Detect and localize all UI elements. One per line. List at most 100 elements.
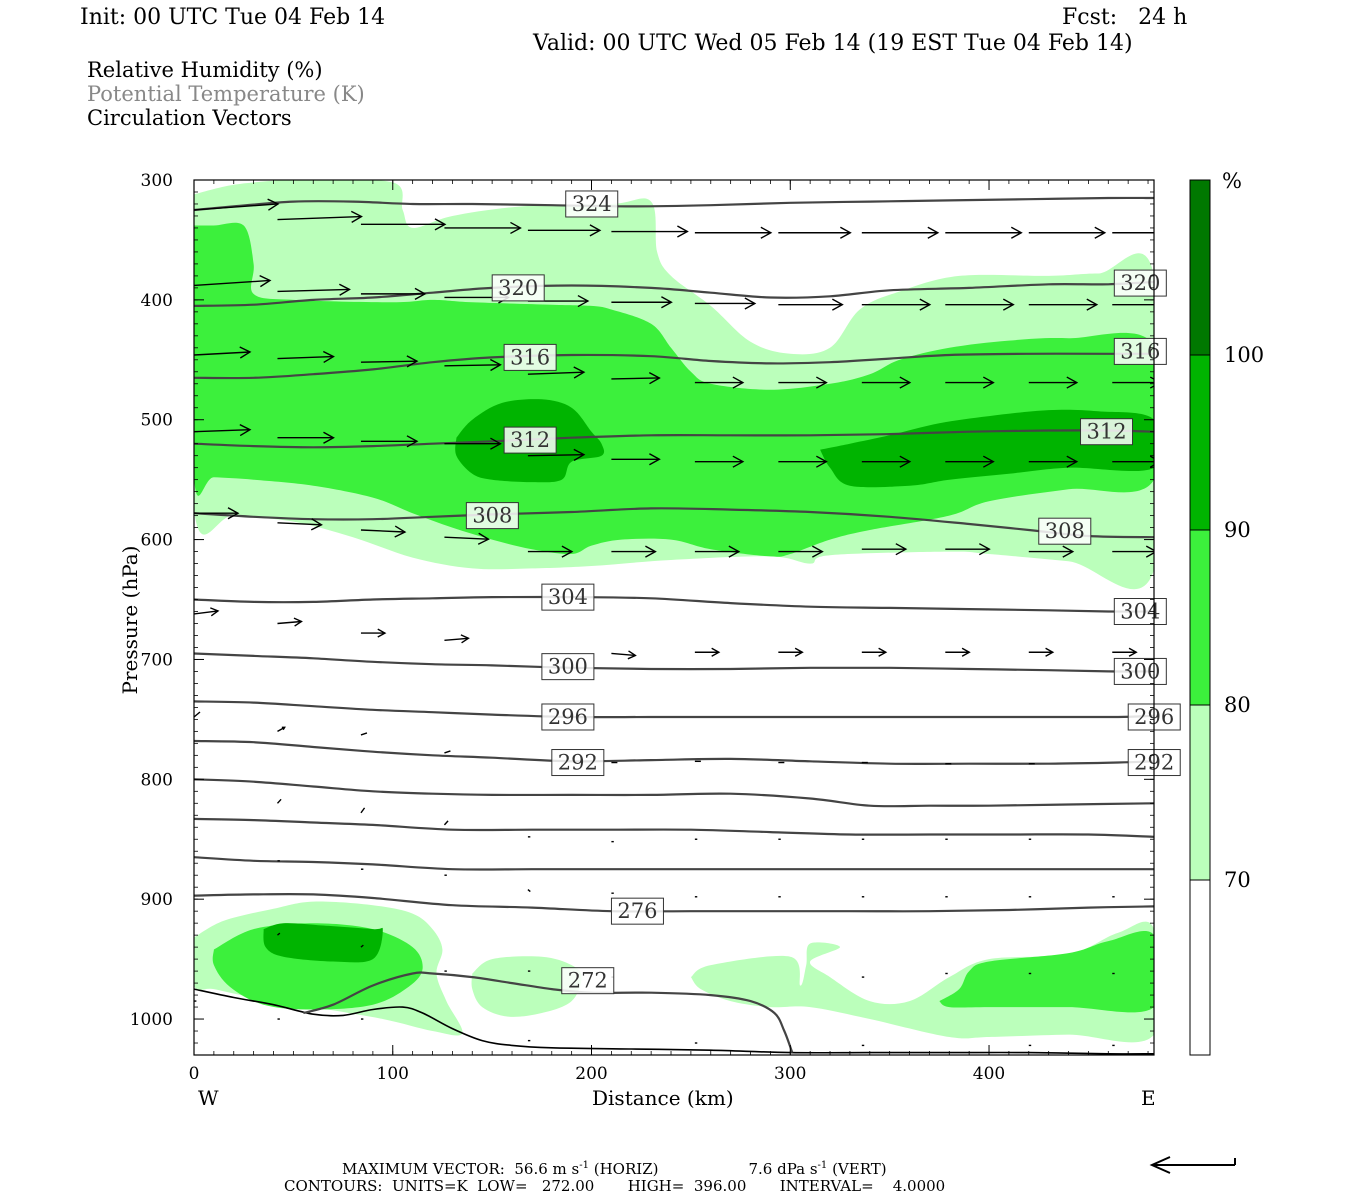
vector-head [648,372,661,385]
contour-label-text: 312 [1086,420,1126,444]
max-vector-horiz: MAXIMUM VECTOR: 56.6 m s [342,1160,580,1178]
contour-label-text: 292 [558,751,598,775]
circulation-vector [194,711,201,718]
contour-label-316-0: 316 [503,343,557,371]
circulation-vector [527,448,586,461]
circulation-vector [444,221,522,235]
colorbar-band [1189,879,1211,1056]
circulation-vector [277,617,303,627]
vector-head [322,350,335,364]
rh-region-70-80 [690,921,1154,1043]
circulation-vector [778,226,852,239]
vector-head [978,543,991,556]
vector-head [1066,455,1079,468]
circulation-vector [694,226,773,239]
colorbar-label: 90 [1224,518,1251,542]
legend-theta: Potential Temperature (K) [87,82,365,106]
circulation-vector [277,932,281,936]
theta-contour-284 [194,817,1154,838]
contour-label-box [503,343,557,371]
contour-label-304-0: 304 [541,583,595,611]
theta-contour-288 [194,778,1154,808]
vector-head [1002,298,1015,311]
vector-shaft [277,620,302,625]
vector-head [510,221,522,235]
x-end-west: W [198,1086,219,1110]
vector-head [293,617,303,627]
contour-label-text: 312 [510,428,550,452]
contour-label-text: 304 [548,585,588,609]
y-tick-label: 700 [141,650,173,670]
legend-vectors: Circulation Vectors [87,106,292,130]
vector-head [982,455,995,468]
forecast-hour: Fcst: 24 h [1062,5,1188,30]
circulation-vector [694,455,745,468]
vector-head [210,607,220,617]
vector-head [1178,227,1188,238]
y-tick-label: 1000 [130,1010,173,1030]
vector-head [816,455,828,468]
circulation-vector [861,543,908,556]
legend-rh: Relative Humidity (%) [87,58,323,82]
vector-head [1128,647,1138,657]
circulation-vector [527,224,602,237]
theta-contour-296 [194,700,1154,719]
contour-label-272-0: 272 [561,967,615,995]
vector-head [1086,298,1099,311]
vector-head [310,518,323,531]
vector-head [1045,647,1055,657]
circulation-vector [277,518,323,531]
vector-head [339,283,351,296]
vector-head [982,376,995,389]
contour-label-296-0: 296 [541,703,595,731]
vector-shaft [527,889,531,893]
max-vector-vert-tag: (VERT) [827,1160,887,1178]
circulation-vector [778,376,828,389]
max-vector-vert-exp: -1 [817,1160,828,1171]
vector-head [794,647,804,657]
vector-head [1066,376,1079,389]
circulation-vector [945,543,991,556]
circulation-vector [778,298,844,311]
rh-region-90-100 [820,409,1154,488]
contour-label-box [503,426,557,454]
vector-head [577,294,590,308]
contour-label-box [1113,269,1167,297]
circulation-vector [444,750,451,754]
circulation-vector [194,607,220,617]
vector-head [573,448,586,461]
circulation-vector [611,453,661,466]
circulation-vector [360,944,364,948]
vector-head [227,507,240,520]
vector-head [414,287,427,300]
circulation-vector [444,437,502,450]
colorbar-label: 100 [1224,343,1264,367]
vector-head [406,355,419,368]
x-tick-label: 300 [774,1064,806,1084]
circulation-vector [194,198,280,211]
vector-shaft [277,288,350,293]
circulation-vector [1112,227,1188,238]
circulation-vector [778,545,824,558]
vector-head [323,431,335,444]
y-tick-label: 800 [141,770,173,790]
circulation-vector [444,634,470,644]
contour-label-text: 324 [572,192,612,216]
rh-region-80-90 [939,930,1154,1013]
rh-region-90-100 [263,923,383,963]
contour-label-box [561,967,615,995]
vector-head [732,376,745,389]
vector-shaft [194,429,251,433]
vector-shaft [276,798,282,804]
circulation-vector [778,455,828,468]
x-end-east: E [1141,1086,1156,1110]
circulation-vector [444,532,490,545]
vector-head [661,296,673,309]
theta-contour-316 [194,352,1154,380]
circulation-vector [694,647,721,657]
vector-head [490,437,502,450]
contour-label-text: 296 [548,705,588,729]
vector-head [645,545,657,558]
circulation-vector [861,226,940,239]
vector-head [728,545,741,558]
